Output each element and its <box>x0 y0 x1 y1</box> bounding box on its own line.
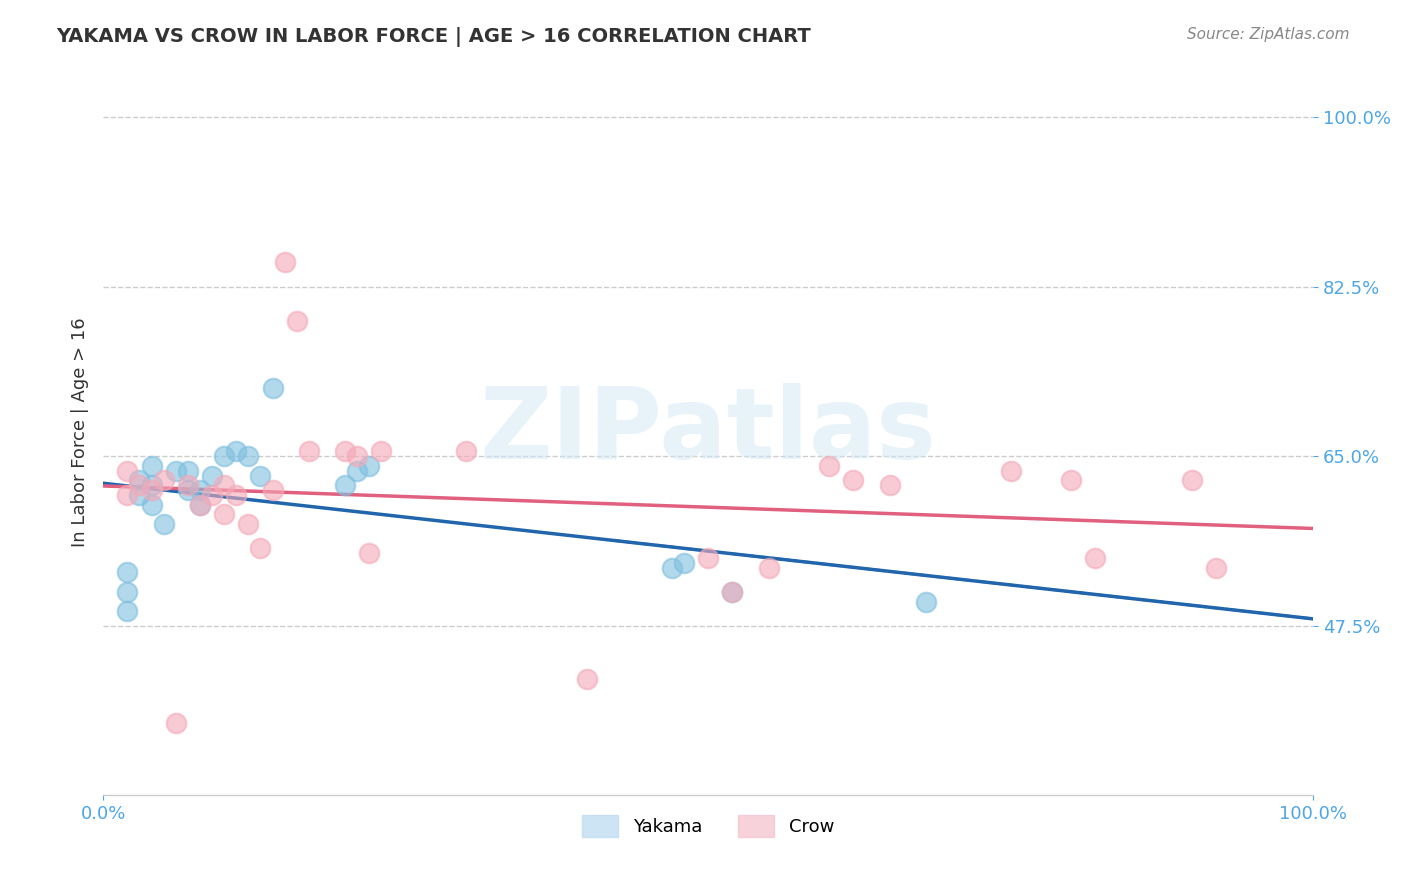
Point <box>165 464 187 478</box>
Point <box>672 556 695 570</box>
Point <box>212 508 235 522</box>
Point <box>879 478 901 492</box>
Point <box>201 488 224 502</box>
Point <box>359 458 381 473</box>
Point <box>225 488 247 502</box>
Point <box>152 516 174 531</box>
Point <box>273 255 295 269</box>
Point <box>818 458 841 473</box>
Point <box>238 449 260 463</box>
Point <box>721 585 744 599</box>
Point <box>249 541 271 556</box>
Point <box>238 516 260 531</box>
Point <box>1205 560 1227 574</box>
Point <box>1181 474 1204 488</box>
Point <box>117 488 139 502</box>
Point <box>152 474 174 488</box>
Text: ZIPatlas: ZIPatlas <box>479 384 936 481</box>
Point <box>188 483 211 497</box>
Point <box>576 672 599 686</box>
Point <box>697 551 720 566</box>
Point <box>117 566 139 580</box>
Point <box>141 498 163 512</box>
Point <box>177 483 200 497</box>
Point <box>188 498 211 512</box>
Point <box>359 546 381 560</box>
Point <box>177 478 200 492</box>
Point <box>165 715 187 730</box>
Point <box>915 594 938 608</box>
Point <box>141 458 163 473</box>
Point <box>1084 551 1107 566</box>
Point <box>661 560 683 574</box>
Point <box>128 474 150 488</box>
Legend: Yakama, Crow: Yakama, Crow <box>575 808 841 845</box>
Text: YAKAMA VS CROW IN LABOR FORCE | AGE > 16 CORRELATION CHART: YAKAMA VS CROW IN LABOR FORCE | AGE > 16… <box>56 27 811 46</box>
Point <box>346 464 368 478</box>
Point <box>1060 474 1083 488</box>
Point <box>141 483 163 497</box>
Point <box>249 468 271 483</box>
Point <box>141 478 163 492</box>
Point <box>298 444 321 458</box>
Point <box>188 498 211 512</box>
Text: Source: ZipAtlas.com: Source: ZipAtlas.com <box>1187 27 1350 42</box>
Point <box>456 444 478 458</box>
Point <box>128 488 150 502</box>
Point <box>117 464 139 478</box>
Point <box>117 585 139 599</box>
Point <box>370 444 392 458</box>
Point <box>721 585 744 599</box>
Point <box>333 444 356 458</box>
Point <box>225 444 247 458</box>
Point <box>842 474 865 488</box>
Point <box>128 478 150 492</box>
Point <box>285 313 308 327</box>
Point <box>177 464 200 478</box>
Point <box>758 560 780 574</box>
Y-axis label: In Labor Force | Age > 16: In Labor Force | Age > 16 <box>72 318 89 547</box>
Point <box>212 478 235 492</box>
Point <box>346 449 368 463</box>
Point <box>212 449 235 463</box>
Point <box>1000 464 1022 478</box>
Point <box>333 478 356 492</box>
Point <box>201 468 224 483</box>
Point <box>262 483 284 497</box>
Point <box>117 604 139 618</box>
Point <box>262 381 284 395</box>
